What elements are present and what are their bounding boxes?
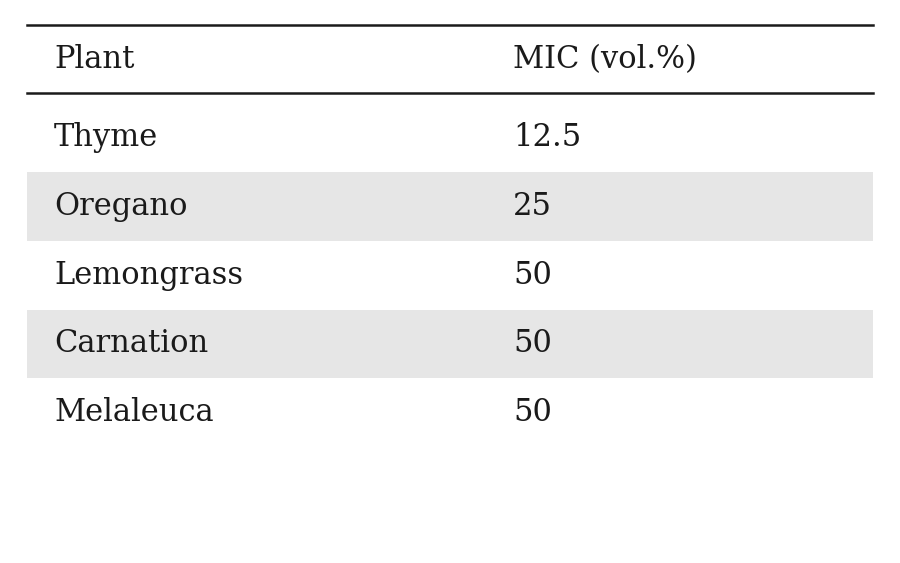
Text: Lemongrass: Lemongrass [54,260,243,291]
Bar [27,310,873,378]
Bar [27,172,873,241]
Text: 25: 25 [513,191,552,222]
Text: Thyme: Thyme [54,122,158,154]
Text: MIC (vol.%): MIC (vol.%) [513,43,697,75]
Text: 50: 50 [513,328,552,360]
Text: 50: 50 [513,260,552,291]
Text: Melaleuca: Melaleuca [54,397,213,428]
Text: 12.5: 12.5 [513,122,581,154]
Text: 50: 50 [513,397,552,428]
Text: Plant: Plant [54,43,134,75]
Text: Carnation: Carnation [54,328,208,360]
Text: Oregano: Oregano [54,191,187,222]
